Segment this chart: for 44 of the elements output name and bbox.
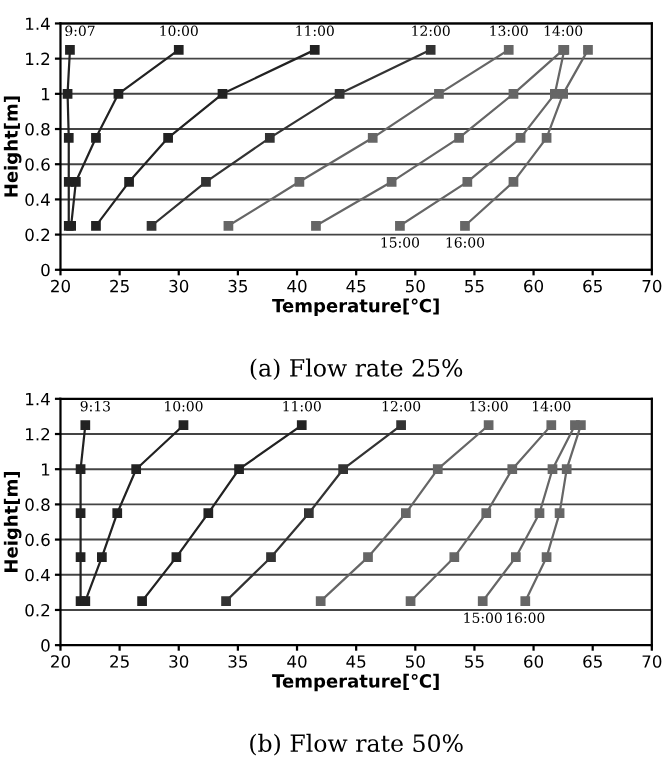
x-tick-label: 35 bbox=[228, 655, 248, 668]
y-tick-label: 1 bbox=[41, 88, 50, 101]
y-tick-label: 0.2 bbox=[25, 228, 50, 242]
x-tick-label: 40 bbox=[287, 279, 307, 293]
x-tick-label: 70 bbox=[642, 279, 662, 293]
y-tick-label: 0.8 bbox=[25, 498, 50, 511]
y-tick-label: 0.8 bbox=[25, 122, 50, 136]
x-tick-label: 20 bbox=[51, 655, 70, 668]
x-tick-label: 45 bbox=[346, 280, 366, 293]
y-tick-label: 0.4 bbox=[25, 193, 50, 206]
x-tick-label: 55 bbox=[465, 655, 484, 668]
x-tick-label: 50 bbox=[405, 279, 425, 293]
text: (a) Flow rate 25% bbox=[250, 358, 463, 381]
y-tick-label: 1.2 bbox=[26, 52, 50, 65]
y-tick-label: 0 bbox=[41, 639, 50, 652]
x-tick-label: 50 bbox=[405, 655, 425, 668]
x-tick-label: 55 bbox=[465, 280, 484, 293]
x-tick-label: 65 bbox=[583, 655, 602, 668]
y-tick-label: 0.4 bbox=[25, 568, 50, 582]
x-tick-label: 25 bbox=[110, 279, 129, 293]
y-tick-label: 1.4 bbox=[26, 393, 50, 406]
x-tick-label: 35 bbox=[228, 279, 248, 293]
x-axis-title: Temperature[℃] bbox=[272, 298, 439, 316]
x-tick-label: 20 bbox=[51, 279, 70, 293]
y-tick-label: 0 bbox=[41, 263, 50, 277]
x-tick-label: 60 bbox=[524, 279, 544, 293]
x-tick-label: 25 bbox=[110, 655, 129, 668]
x-tick-label: 70 bbox=[642, 655, 662, 668]
x-tick-label: 45 bbox=[346, 655, 366, 668]
x-tick-label: 65 bbox=[583, 279, 602, 293]
x-tick-label: 30 bbox=[169, 279, 189, 293]
y-tick-label: 1.2 bbox=[26, 427, 50, 441]
x-axis-title: Temperature[℃] bbox=[272, 673, 439, 692]
x-tick-label: 30 bbox=[169, 655, 189, 668]
x-tick-label: 60 bbox=[524, 655, 544, 668]
y-tick-label: 0.6 bbox=[25, 158, 50, 171]
y-tick-label: 0.2 bbox=[25, 603, 50, 617]
text: (b) Flow rate 50% bbox=[250, 733, 463, 756]
x-tick-label: 40 bbox=[287, 655, 307, 668]
y-tick-label: 1 bbox=[41, 463, 50, 476]
y-tick-label: 1.4 bbox=[26, 17, 50, 30]
y-axis-title: Height[m] bbox=[3, 96, 22, 197]
y-tick-label: 0.6 bbox=[25, 533, 50, 547]
y-axis-title: Height[m] bbox=[3, 471, 22, 572]
